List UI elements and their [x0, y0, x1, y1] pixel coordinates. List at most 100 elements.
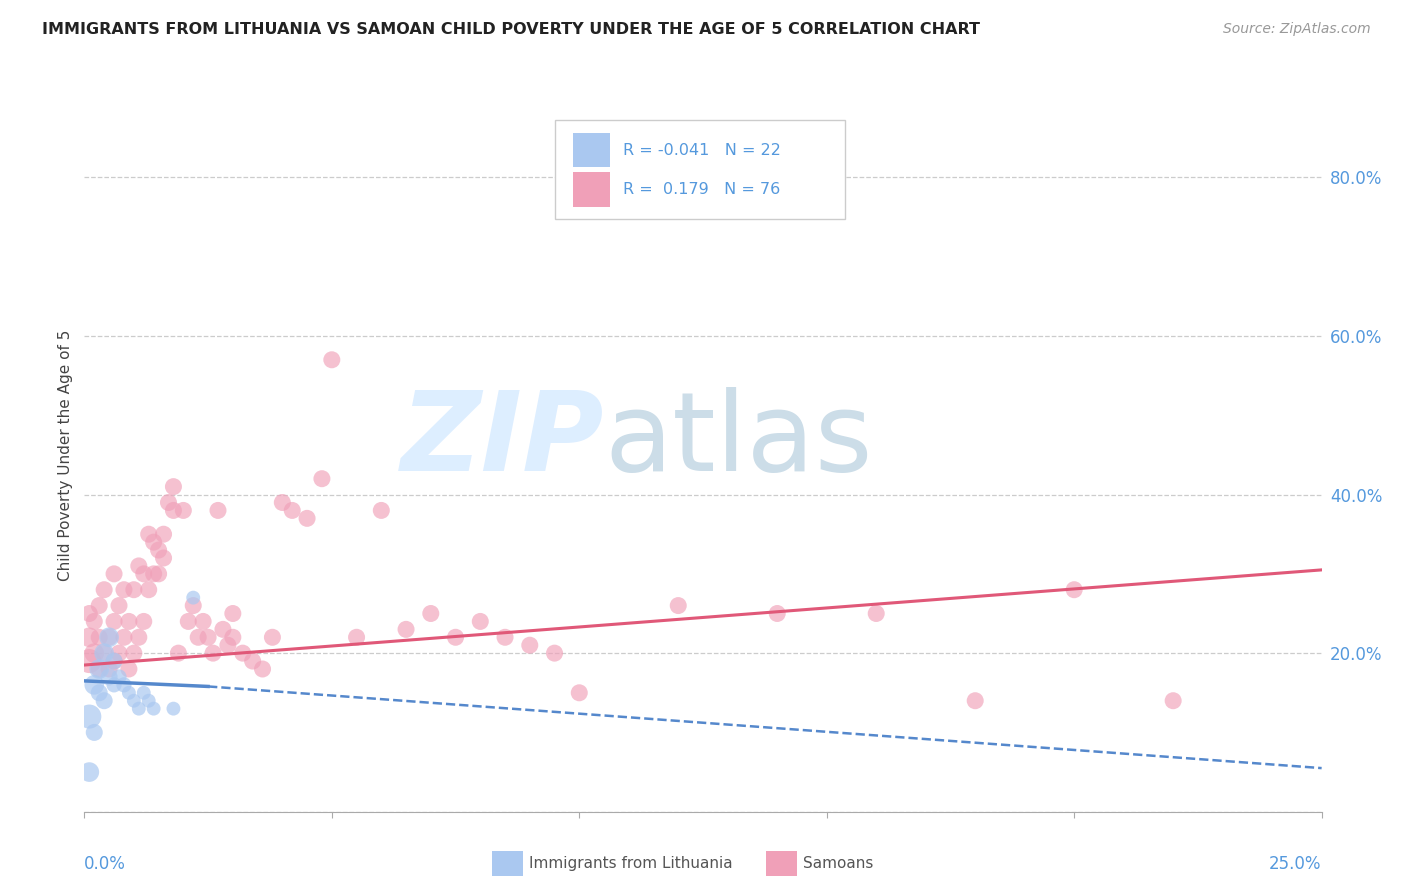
Point	[83, 678, 105, 692]
Point	[177, 615, 200, 629]
Point	[103, 615, 125, 629]
Point	[212, 623, 235, 637]
Bar	[574, 133, 610, 168]
Point	[444, 630, 467, 644]
Point	[157, 495, 180, 509]
Point	[128, 630, 150, 644]
Point	[222, 607, 245, 621]
Point	[93, 646, 115, 660]
Point	[79, 765, 101, 780]
Point	[93, 646, 115, 660]
Point	[93, 694, 115, 708]
Point	[108, 670, 131, 684]
Point	[202, 646, 225, 660]
Point	[543, 646, 565, 660]
Point	[122, 694, 145, 708]
Point	[112, 630, 135, 644]
Point	[132, 615, 155, 629]
Point	[148, 543, 170, 558]
Text: ZIP: ZIP	[401, 387, 605, 494]
Point	[103, 654, 125, 668]
Point	[98, 630, 121, 644]
Point	[118, 686, 141, 700]
Point	[766, 607, 789, 621]
Point	[419, 607, 441, 621]
Point	[162, 701, 184, 715]
Point	[138, 694, 160, 708]
Point	[142, 535, 165, 549]
Point	[89, 662, 111, 676]
Point	[118, 615, 141, 629]
Point	[494, 630, 516, 644]
Point	[865, 607, 887, 621]
Point	[122, 646, 145, 660]
Point	[83, 646, 105, 660]
Point	[142, 701, 165, 715]
Point	[162, 503, 184, 517]
Point	[118, 662, 141, 676]
Point	[187, 630, 209, 644]
Point	[89, 599, 111, 613]
Point	[222, 630, 245, 644]
Point	[142, 566, 165, 581]
Text: R =  0.179   N = 76: R = 0.179 N = 76	[623, 182, 780, 197]
Point	[346, 630, 368, 644]
Point	[122, 582, 145, 597]
Point	[128, 701, 150, 715]
Point	[83, 725, 105, 739]
Point	[207, 503, 229, 517]
Point	[1161, 694, 1184, 708]
Y-axis label: Child Poverty Under the Age of 5: Child Poverty Under the Age of 5	[58, 329, 73, 581]
Text: 0.0%: 0.0%	[84, 855, 127, 872]
Text: Immigrants from Lithuania: Immigrants from Lithuania	[529, 856, 733, 871]
Point	[79, 630, 101, 644]
Point	[152, 551, 174, 566]
Bar	[574, 172, 610, 207]
Point	[965, 694, 987, 708]
FancyBboxPatch shape	[554, 120, 845, 219]
Point	[83, 615, 105, 629]
Point	[98, 662, 121, 676]
Point	[98, 630, 121, 644]
Point	[152, 527, 174, 541]
Point	[108, 599, 131, 613]
Point	[93, 582, 115, 597]
Point	[79, 709, 101, 723]
Point	[281, 503, 304, 517]
Point	[311, 472, 333, 486]
Text: atlas: atlas	[605, 387, 873, 494]
Point	[470, 615, 492, 629]
Point	[197, 630, 219, 644]
Point	[271, 495, 294, 509]
Point	[568, 686, 591, 700]
Point	[103, 566, 125, 581]
Point	[262, 630, 284, 644]
Point	[666, 599, 689, 613]
Point	[138, 582, 160, 597]
Point	[132, 566, 155, 581]
Point	[89, 662, 111, 676]
Point	[395, 623, 418, 637]
Text: R = -0.041   N = 22: R = -0.041 N = 22	[623, 143, 780, 158]
Point	[103, 678, 125, 692]
Point	[295, 511, 318, 525]
Point	[89, 630, 111, 644]
Text: Source: ZipAtlas.com: Source: ZipAtlas.com	[1223, 22, 1371, 37]
Text: IMMIGRANTS FROM LITHUANIA VS SAMOAN CHILD POVERTY UNDER THE AGE OF 5 CORRELATION: IMMIGRANTS FROM LITHUANIA VS SAMOAN CHIL…	[42, 22, 980, 37]
Point	[89, 686, 111, 700]
Point	[132, 686, 155, 700]
Point	[79, 654, 101, 668]
Point	[321, 352, 343, 367]
Point	[162, 480, 184, 494]
Point	[98, 670, 121, 684]
Point	[167, 646, 190, 660]
Point	[79, 607, 101, 621]
Point	[138, 527, 160, 541]
Text: Samoans: Samoans	[803, 856, 873, 871]
Point	[217, 638, 239, 652]
Point	[108, 646, 131, 660]
Point	[252, 662, 274, 676]
Point	[112, 582, 135, 597]
Point	[148, 566, 170, 581]
Point	[172, 503, 194, 517]
